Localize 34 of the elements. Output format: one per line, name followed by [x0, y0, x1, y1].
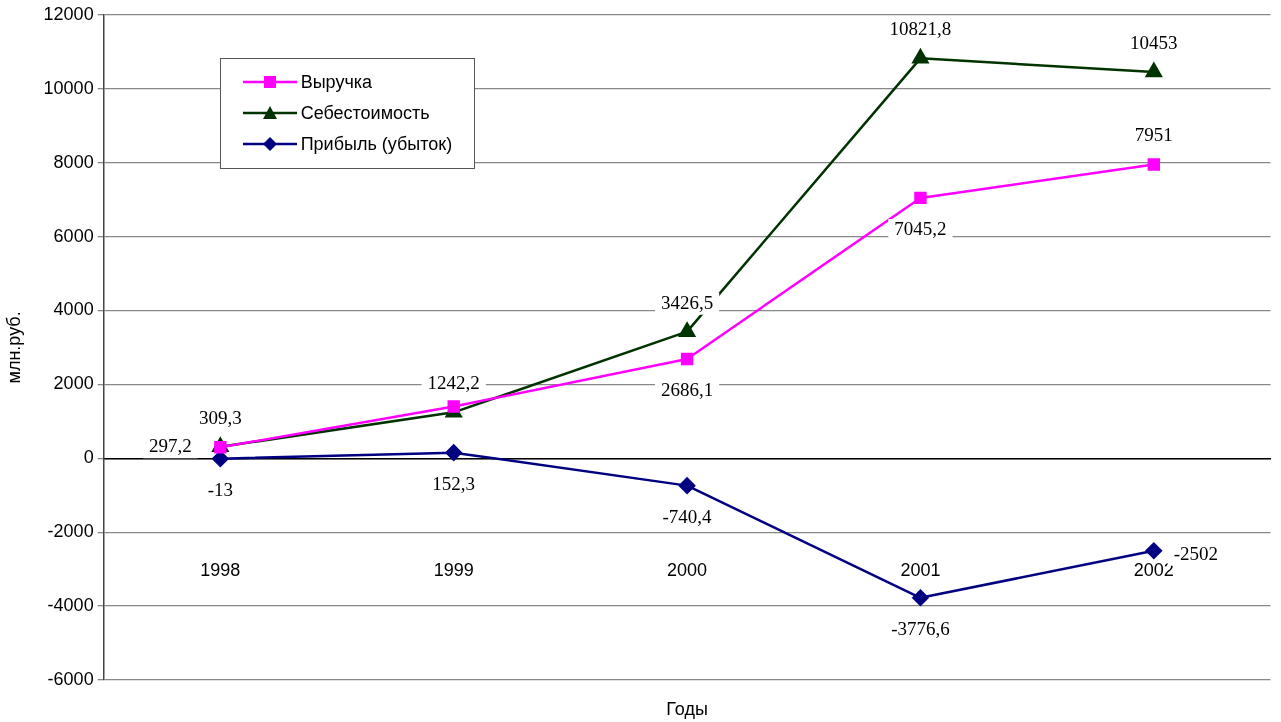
data-label: 152,3 — [432, 472, 476, 494]
data-label: 10453 — [1130, 31, 1178, 53]
y-tick-label: 12000 — [43, 3, 94, 24]
legend-label: Выручка — [300, 71, 373, 93]
data-label: 1242,2 — [427, 372, 480, 394]
data-label: -740,4 — [662, 505, 713, 527]
y-axis-title: млн.руб. — [3, 311, 24, 384]
data-label: -13 — [207, 478, 233, 500]
data-label: 309,3 — [198, 406, 242, 428]
y-tick-label: 4000 — [53, 299, 94, 320]
x-tick-label: 2002 — [1133, 560, 1174, 581]
x-tick-label: 2001 — [900, 560, 941, 581]
y-tick-label: 0 — [83, 447, 94, 468]
data-label: -3776,6 — [891, 617, 950, 639]
y-tick-label: 10000 — [43, 77, 94, 98]
x-tick-label: 1998 — [200, 560, 241, 581]
x-tick-label: 1999 — [433, 560, 474, 581]
x-axis-title: Годы — [666, 698, 708, 719]
legend-label: Себестоимость — [300, 102, 430, 124]
data-label: 2686,1 — [660, 378, 714, 400]
y-tick-label: 2000 — [53, 373, 94, 394]
data-label: 7045,2 — [894, 217, 947, 239]
legend-label: Прибыль (убыток) — [300, 133, 453, 155]
y-tick-label: -6000 — [47, 668, 94, 689]
y-tick-label: -4000 — [47, 595, 94, 616]
data-label: 10821,8 — [889, 18, 952, 40]
y-tick-label: 8000 — [53, 151, 94, 172]
x-tick-label: 2000 — [667, 560, 708, 581]
y-tick-label: 6000 — [53, 225, 94, 246]
data-label: -2502 — [1173, 542, 1218, 564]
y-tick-label: -2000 — [47, 521, 94, 542]
data-label: 297,2 — [148, 435, 192, 457]
data-label: 7951 — [1134, 124, 1173, 146]
data-label: 3426,5 — [660, 291, 714, 313]
